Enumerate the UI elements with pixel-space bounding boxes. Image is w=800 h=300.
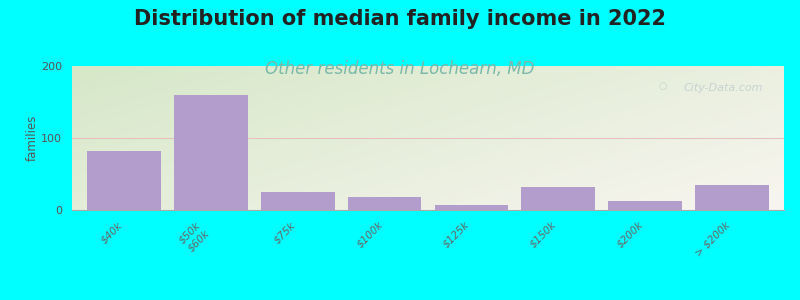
Text: City-Data.com: City-Data.com: [683, 83, 762, 93]
Bar: [695, 185, 769, 210]
Bar: [608, 201, 682, 210]
Bar: [261, 192, 334, 210]
Bar: [348, 197, 422, 210]
Bar: [87, 151, 161, 210]
Text: Other residents in Lochearn, MD: Other residents in Lochearn, MD: [266, 60, 534, 78]
Text: ○: ○: [658, 81, 666, 91]
Text: Distribution of median family income in 2022: Distribution of median family income in …: [134, 9, 666, 29]
Y-axis label: families: families: [26, 115, 38, 161]
Bar: [522, 187, 595, 210]
Bar: [174, 95, 248, 210]
Bar: [434, 205, 508, 210]
